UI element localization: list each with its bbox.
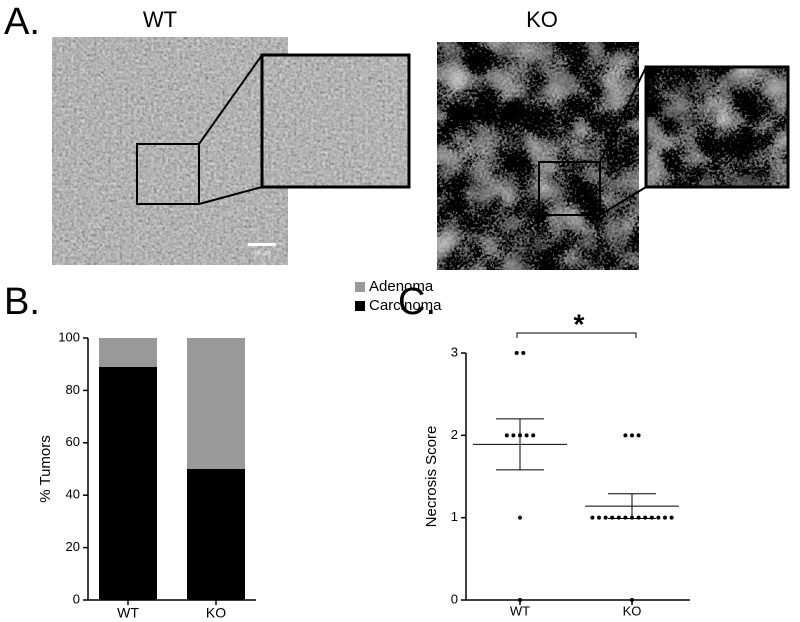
y-tick-label: 20: [66, 539, 80, 554]
data-point: [518, 515, 522, 520]
legend-swatch: [355, 301, 365, 311]
y-tick-label: 80: [66, 382, 80, 397]
significance-bracket: [516, 332, 637, 338]
data-point: [630, 433, 634, 438]
y-tick-label: 3: [451, 344, 458, 359]
data-point: [524, 433, 529, 438]
data-point: [603, 515, 608, 520]
data-point: [531, 433, 536, 438]
panel-label: B.: [4, 281, 40, 323]
y-tick-label: 40: [66, 487, 80, 502]
bar-segment: [99, 338, 157, 367]
y-tick-label: 60: [66, 434, 80, 449]
y-tick-label: 2: [451, 427, 458, 442]
scale-bar: 100 µm: [254, 250, 271, 256]
data-point: [643, 515, 648, 520]
panel-label: A.: [4, 1, 40, 43]
bar-segment: [99, 366, 157, 600]
legend-label: Carcinoma: [369, 297, 442, 314]
data-point: [636, 515, 641, 520]
y-tick-label: 100: [58, 329, 80, 344]
data-point: [511, 433, 516, 438]
y-axis-label: % Tumors: [37, 435, 54, 503]
micrograph-wt: 100 µm: [52, 37, 411, 265]
data-point: [597, 515, 601, 520]
data-point: [663, 515, 667, 520]
data-point: [669, 515, 674, 520]
y-tick-label: 0: [73, 591, 80, 606]
panel-label: C.: [398, 281, 436, 323]
data-point: [521, 351, 526, 355]
x-tick-label: WT: [117, 605, 139, 621]
micrograph-ko: 100 µm: [437, 42, 790, 270]
legend-swatch: [355, 282, 365, 292]
data-point: [616, 515, 621, 520]
micrograph-label: KO: [526, 7, 558, 32]
data-point: [623, 433, 628, 438]
data-point: [623, 515, 628, 520]
data-point: [636, 433, 641, 438]
y-tick-label: 1: [451, 509, 458, 524]
bar-segment: [187, 469, 245, 600]
data-point: [514, 351, 519, 355]
x-tick-label: KO: [206, 605, 226, 621]
data-point: [649, 515, 654, 520]
legend-label: Adenoma: [369, 278, 434, 295]
annotation: *: [574, 308, 585, 339]
data-point: [610, 515, 615, 520]
y-axis-label: Necrosis Score: [423, 426, 440, 528]
bar-segment: [187, 338, 245, 469]
data-point: [504, 433, 509, 438]
micrograph-label: WT: [143, 7, 177, 32]
scale-bar: 100 µm: [654, 256, 671, 262]
data-point: [656, 515, 661, 520]
x-tick-label: WT: [510, 603, 530, 618]
y-tick-label: 0: [451, 591, 458, 606]
data-point: [590, 515, 595, 520]
x-tick-label: KO: [623, 603, 642, 618]
